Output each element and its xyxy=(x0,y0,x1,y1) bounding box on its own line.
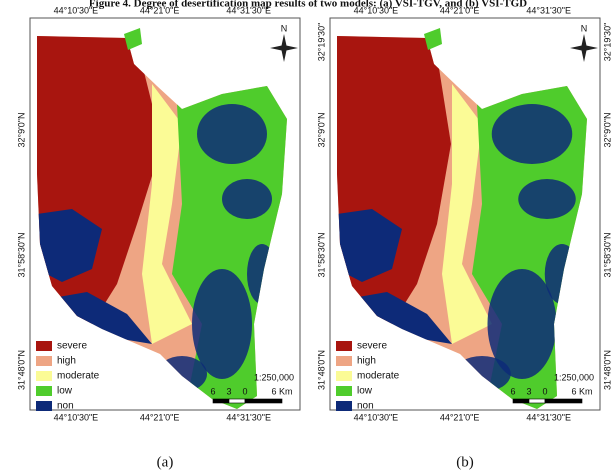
scalebar-segment xyxy=(513,399,529,403)
longitude-label: 44°10'30"E xyxy=(54,412,99,422)
legend-label: high xyxy=(357,356,376,367)
scalebar-label: 0 xyxy=(242,386,247,396)
legend-label: severe xyxy=(357,341,387,352)
scalebar-segment xyxy=(229,399,245,403)
zone-non xyxy=(518,179,576,219)
panel-caption: (b) xyxy=(456,454,474,470)
zone-non xyxy=(222,179,272,219)
latitude-label: 32°9'0"N xyxy=(602,112,612,147)
longitude-label: 44°31'30"E xyxy=(526,5,571,15)
legend-swatch xyxy=(336,371,352,381)
scalebar-label: 6 Km xyxy=(271,386,292,396)
longitude-label: 44°21'0"E xyxy=(440,5,480,15)
north-label: N xyxy=(281,23,288,33)
zone-non xyxy=(492,104,573,164)
legend-swatch xyxy=(36,401,52,411)
legend-label: moderate xyxy=(57,371,100,382)
scalebar-segment xyxy=(213,399,229,403)
latitude-label: 32°9'0"N xyxy=(316,112,326,147)
map-scale: 1:250,000 xyxy=(554,372,594,382)
legend-swatch xyxy=(36,341,52,351)
zone-non xyxy=(197,104,267,164)
scalebar-segment xyxy=(529,399,545,403)
latitude-label: 32°9'0"N xyxy=(16,112,26,147)
latitude-label: 31°48'0"N xyxy=(16,350,26,390)
legend-label: severe xyxy=(57,341,87,352)
legend-label: low xyxy=(357,386,373,397)
longitude-label: 44°10'30"E xyxy=(354,412,399,422)
longitude-label: 44°31'30"E xyxy=(226,412,271,422)
latitude-label: 32°19'30" xyxy=(316,23,326,62)
scalebar-segment xyxy=(245,399,282,403)
longitude-label: 44°21'0"E xyxy=(440,412,480,422)
legend-swatch xyxy=(36,371,52,381)
north-label: N xyxy=(581,23,588,33)
latitude-label: 31°58'30"N xyxy=(602,232,612,277)
scalebar-label: 0 xyxy=(542,386,547,396)
latitude-label: 31°58'30"N xyxy=(16,232,26,277)
figure: Figure 4. Degree of desertification map … xyxy=(0,0,616,475)
scalebar-label: 3 xyxy=(526,386,531,396)
map-scale: 1:250,000 xyxy=(254,372,294,382)
scalebar-label: 6 xyxy=(210,386,215,396)
legend-swatch xyxy=(336,356,352,366)
legend-label: non xyxy=(57,401,74,412)
legend-swatch xyxy=(336,386,352,396)
legend-swatch xyxy=(336,341,352,351)
longitude-label: 44°10'30"E xyxy=(354,5,399,15)
legend-swatch xyxy=(36,356,52,366)
legend-label: low xyxy=(57,386,73,397)
longitude-label: 44°31'30"E xyxy=(226,5,271,15)
scalebar-label: 6 Km xyxy=(571,386,592,396)
legend-label: high xyxy=(57,356,76,367)
scalebar-label: 6 xyxy=(510,386,515,396)
longitude-label: 44°10'30"E xyxy=(54,5,99,15)
panel-caption: (a) xyxy=(157,454,174,470)
longitude-label: 44°21'0"E xyxy=(140,412,180,422)
latitude-label: 31°48'0"N xyxy=(602,350,612,390)
legend-label: moderate xyxy=(357,371,400,382)
latitude-label: 32°19'30" xyxy=(602,23,612,62)
latitude-label: 31°48'0"N xyxy=(316,350,326,390)
longitude-label: 44°31'30"E xyxy=(526,412,571,422)
scalebar-label: 3 xyxy=(226,386,231,396)
legend-swatch xyxy=(36,386,52,396)
legend-swatch xyxy=(336,401,352,411)
latitude-label: 31°58'30"N xyxy=(316,232,326,277)
longitude-label: 44°21'0"E xyxy=(140,5,180,15)
scalebar-segment xyxy=(545,399,582,403)
legend-label: non xyxy=(357,401,374,412)
